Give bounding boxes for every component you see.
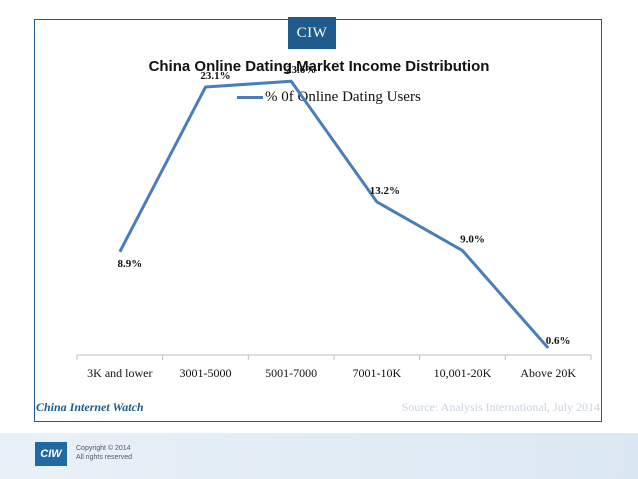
- data-label: 0.6%: [546, 335, 571, 347]
- rights-line: All rights reserved: [76, 454, 133, 461]
- data-label: 13.2%: [370, 185, 400, 197]
- data-label: 23.1%: [200, 70, 230, 82]
- x-tick-label: 5001-7000: [265, 366, 317, 380]
- legend-swatch: [237, 96, 263, 99]
- data-label: 8.9%: [117, 258, 142, 270]
- x-tick-label: 3001-5000: [180, 366, 232, 380]
- copyright-text: Copyright © 2014 All rights reserved: [76, 444, 132, 462]
- data-label: 23.6%: [286, 64, 316, 76]
- chart-title: China Online Dating Market Income Distri…: [148, 58, 490, 75]
- brand-label: China Internet Watch: [36, 400, 144, 414]
- footer-logo: CIW: [35, 442, 67, 466]
- source-label: Source: Analysis International, July 201…: [401, 400, 600, 414]
- x-tick-label: 7001-10K: [352, 366, 401, 380]
- x-tick-label: 3K and lower: [87, 366, 152, 380]
- ciw-badge: CIW: [288, 17, 336, 49]
- x-tick-label: 10,001-20K: [434, 366, 492, 380]
- data-label: 9.0%: [460, 234, 485, 246]
- x-tick-label: Above 20K: [520, 366, 576, 380]
- series-line: [118, 79, 550, 350]
- copyright-line: Copyright © 2014: [76, 445, 131, 452]
- footer-bar: [0, 433, 638, 479]
